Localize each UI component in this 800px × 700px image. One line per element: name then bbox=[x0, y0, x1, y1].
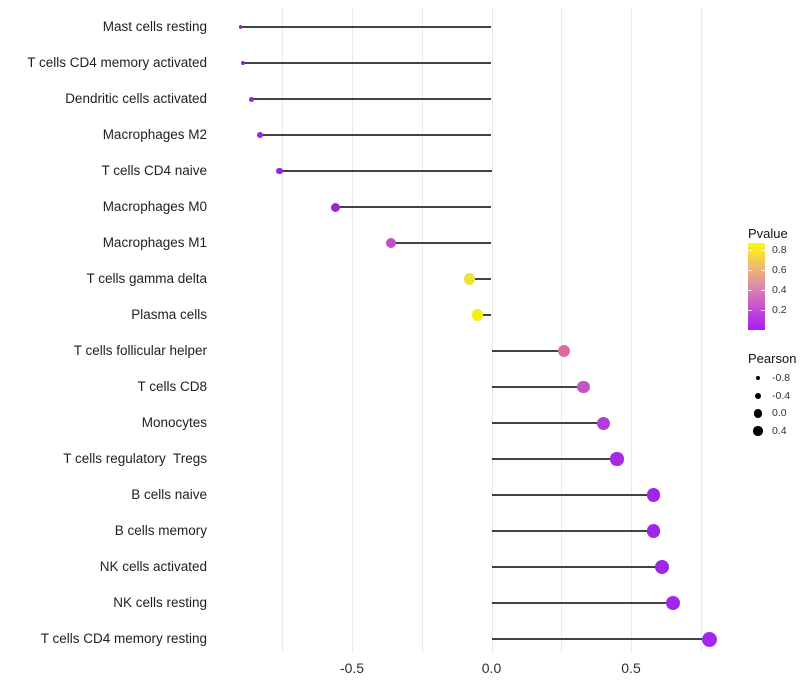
pearson-legend-label: 0.0 bbox=[772, 407, 787, 420]
category-label: Dendritic cells activated bbox=[65, 91, 207, 106]
category-label: T cells CD4 naive bbox=[101, 163, 207, 178]
category-label: T cells CD8 bbox=[137, 379, 207, 394]
category-label: T cells gamma delta bbox=[86, 271, 207, 286]
category-label: B cells memory bbox=[114, 523, 207, 538]
category-label: Macrophages M0 bbox=[102, 199, 207, 214]
pvalue-tick-mark bbox=[761, 290, 765, 292]
pearson-legend-dot bbox=[754, 392, 762, 399]
x-tick-label: 0.5 bbox=[621, 660, 641, 676]
category-label: Plasma cells bbox=[131, 307, 207, 322]
lollipop-stem bbox=[477, 314, 492, 316]
lollipop-stem bbox=[491, 386, 584, 388]
pvalue-tick-mark bbox=[748, 250, 752, 251]
category-label: B cells naive bbox=[131, 487, 207, 502]
category-label: NK cells activated bbox=[99, 559, 207, 574]
category-label: Macrophages M2 bbox=[102, 127, 207, 142]
legend-pvalue-title: Pvalue bbox=[748, 226, 788, 241]
data-point bbox=[558, 345, 570, 357]
gridline-x--0.5 bbox=[352, 8, 353, 653]
lollipop-stem bbox=[391, 242, 492, 244]
lollipop-stem bbox=[491, 530, 654, 532]
category-label: Mast cells resting bbox=[102, 19, 207, 34]
gridline-x-0.5 bbox=[631, 8, 632, 653]
lollipop-stem bbox=[259, 134, 492, 136]
pearson-legend-dot bbox=[753, 409, 763, 418]
legend-pearson-title: Pearson bbox=[748, 351, 797, 366]
lollipop-stem bbox=[469, 278, 492, 280]
data-point bbox=[610, 452, 624, 466]
category-label: T cells regulatory Tregs bbox=[63, 451, 207, 466]
lollipop-stem bbox=[491, 350, 564, 352]
data-point bbox=[257, 132, 263, 138]
pvalue-tick-mark bbox=[748, 290, 752, 292]
pvalue-tick-mark bbox=[748, 270, 752, 272]
category-label: T cells follicular helper bbox=[73, 343, 207, 358]
pearson-legend-dot bbox=[753, 426, 763, 436]
gridline-x-0 bbox=[491, 8, 493, 653]
category-label: NK cells resting bbox=[113, 595, 207, 610]
pvalue-tick-label: 0.8 bbox=[772, 244, 787, 256]
lollipop-stem bbox=[491, 422, 604, 424]
category-label: Macrophages M1 bbox=[102, 235, 207, 250]
gridline-x--0.75 bbox=[282, 8, 284, 653]
category-label: T cells CD4 memory resting bbox=[40, 631, 207, 646]
pearson-legend-label: -0.8 bbox=[772, 372, 791, 384]
data-point bbox=[701, 631, 717, 647]
lollipop-stem bbox=[491, 638, 710, 640]
lollipop-stem bbox=[491, 494, 654, 496]
data-point bbox=[596, 416, 610, 430]
pearson-legend-label: 0.4 bbox=[772, 425, 787, 438]
data-point bbox=[646, 524, 661, 538]
data-point bbox=[238, 25, 243, 29]
lollipop-stem bbox=[491, 566, 662, 568]
data-point bbox=[241, 60, 246, 66]
lollipop-stem bbox=[251, 98, 492, 100]
data-point bbox=[386, 238, 397, 248]
lollipop-stem bbox=[279, 170, 492, 172]
data-point bbox=[646, 488, 661, 502]
pvalue-tick-label: 0.4 bbox=[772, 284, 787, 297]
lollipop-stem bbox=[335, 206, 492, 208]
lollipop-stem bbox=[491, 458, 617, 460]
data-point bbox=[463, 273, 475, 285]
pvalue-tick-label: 0.2 bbox=[772, 304, 787, 316]
pvalue-colorbar bbox=[748, 243, 765, 330]
data-point bbox=[577, 380, 590, 394]
data-point bbox=[330, 202, 340, 212]
pearson-legend-dot bbox=[755, 375, 761, 381]
gridline-x-0.75 bbox=[700, 8, 702, 653]
data-point bbox=[471, 309, 484, 321]
category-label: Monocytes bbox=[141, 415, 207, 430]
gridline-x-0.25 bbox=[561, 8, 563, 653]
pvalue-tick-mark bbox=[761, 310, 765, 311]
data-point bbox=[276, 167, 283, 175]
lollipop-stem bbox=[240, 26, 492, 28]
pvalue-tick-mark bbox=[761, 250, 765, 251]
data-point bbox=[665, 595, 680, 611]
pvalue-tick-label: 0.6 bbox=[772, 264, 787, 277]
pearson-legend-label: -0.4 bbox=[772, 389, 791, 402]
x-tick-label: -0.5 bbox=[339, 660, 365, 676]
lollipop-stem bbox=[243, 62, 492, 64]
category-label: T cells CD4 memory activated bbox=[27, 55, 207, 70]
x-tick-label: 0.0 bbox=[481, 660, 502, 676]
data-point bbox=[654, 560, 669, 574]
pvalue-tick-mark bbox=[748, 310, 752, 311]
pvalue-tick-mark bbox=[761, 270, 765, 272]
lollipop-stem bbox=[491, 602, 673, 604]
gridline-x--0.25 bbox=[421, 8, 423, 653]
data-point bbox=[249, 96, 255, 102]
